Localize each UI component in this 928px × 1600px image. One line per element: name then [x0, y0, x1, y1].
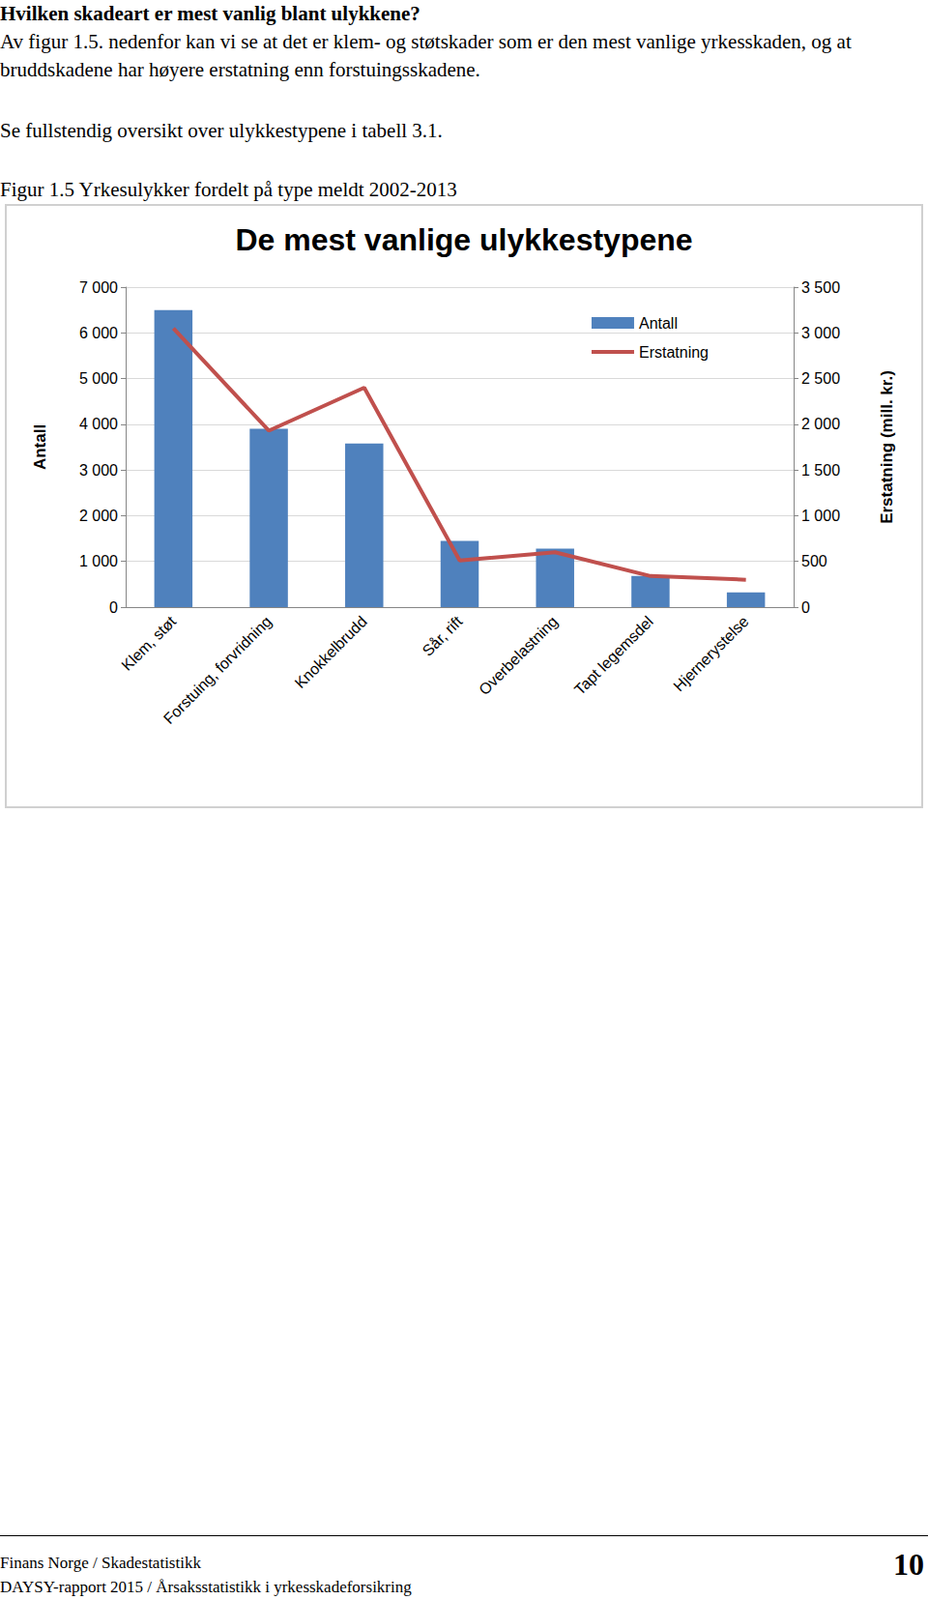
svg-text:2 500: 2 500 — [801, 370, 841, 387]
svg-text:Overbelastning: Overbelastning — [475, 612, 561, 698]
svg-text:5 000: 5 000 — [79, 370, 118, 387]
html-text:Hvilken skadeart er mest vanli: Hvilken skadeart er mest vanlig blant ul… — [0, 1, 421, 26]
svg-text:De mest vanlige ulykkestypene: De mest vanlige ulykkestypene — [234, 222, 693, 258]
svg-text:Hjernerystelse: Hjernerystelse — [669, 612, 752, 695]
svg-text:Antall: Antall — [638, 315, 678, 332]
svg-text:1 000: 1 000 — [79, 552, 118, 570]
svg-text:4 000: 4 000 — [79, 415, 118, 433]
svg-text:Erstatning: Erstatning — [638, 344, 709, 361]
svg-text:2 000: 2 000 — [801, 415, 841, 433]
svg-text:2 000: 2 000 — [79, 507, 118, 524]
svg-text:3 000: 3 000 — [79, 462, 118, 479]
html-text:DAYSY-rapport 2015 / Årsakssta: DAYSY-rapport 2015 / Årsaksstatistikk i … — [0, 1577, 412, 1596]
svg-text:Forstuing, forvridning: Forstuing, forvridning — [160, 612, 275, 727]
html-text:Finans Norge / Skadestatistikk: Finans Norge / Skadestatistikk — [0, 1553, 201, 1572]
svg-text:3 500: 3 500 — [801, 279, 841, 296]
svg-text:Sår, rift: Sår, rift — [419, 612, 466, 660]
svg-text:3 000: 3 000 — [801, 324, 841, 342]
svg-text:0: 0 — [801, 599, 811, 616]
svg-text:7 000: 7 000 — [79, 279, 118, 296]
svg-text:Antall: Antall — [30, 424, 50, 470]
html-text:Av figur 1.5. nedenfor kan vi: Av figur 1.5. nedenfor kan vi se at det … — [0, 29, 852, 82]
html-text:Se fullstendig oversikt over u: Se fullstendig oversikt over ulykkestype… — [0, 118, 443, 143]
svg-text:1 500: 1 500 — [801, 462, 841, 479]
html-text:Figur 1.5 Yrkesulykker fordelt: Figur 1.5 Yrkesulykker fordelt på type m… — [0, 177, 458, 202]
svg-text:0: 0 — [109, 599, 118, 616]
svg-text:6 000: 6 000 — [79, 324, 118, 342]
svg-text:500: 500 — [801, 552, 828, 570]
svg-text:1 000: 1 000 — [801, 507, 841, 524]
svg-text:Tapt legemsdel: Tapt legemsdel — [571, 612, 657, 698]
html-text:10: 10 — [893, 1546, 925, 1582]
svg-text:Knokkelbrudd: Knokkelbrudd — [291, 612, 371, 692]
svg-text:Klem, støt: Klem, støt — [117, 612, 179, 674]
svg-text:Erstatning (mill. kr.): Erstatning (mill. kr.) — [877, 370, 897, 524]
